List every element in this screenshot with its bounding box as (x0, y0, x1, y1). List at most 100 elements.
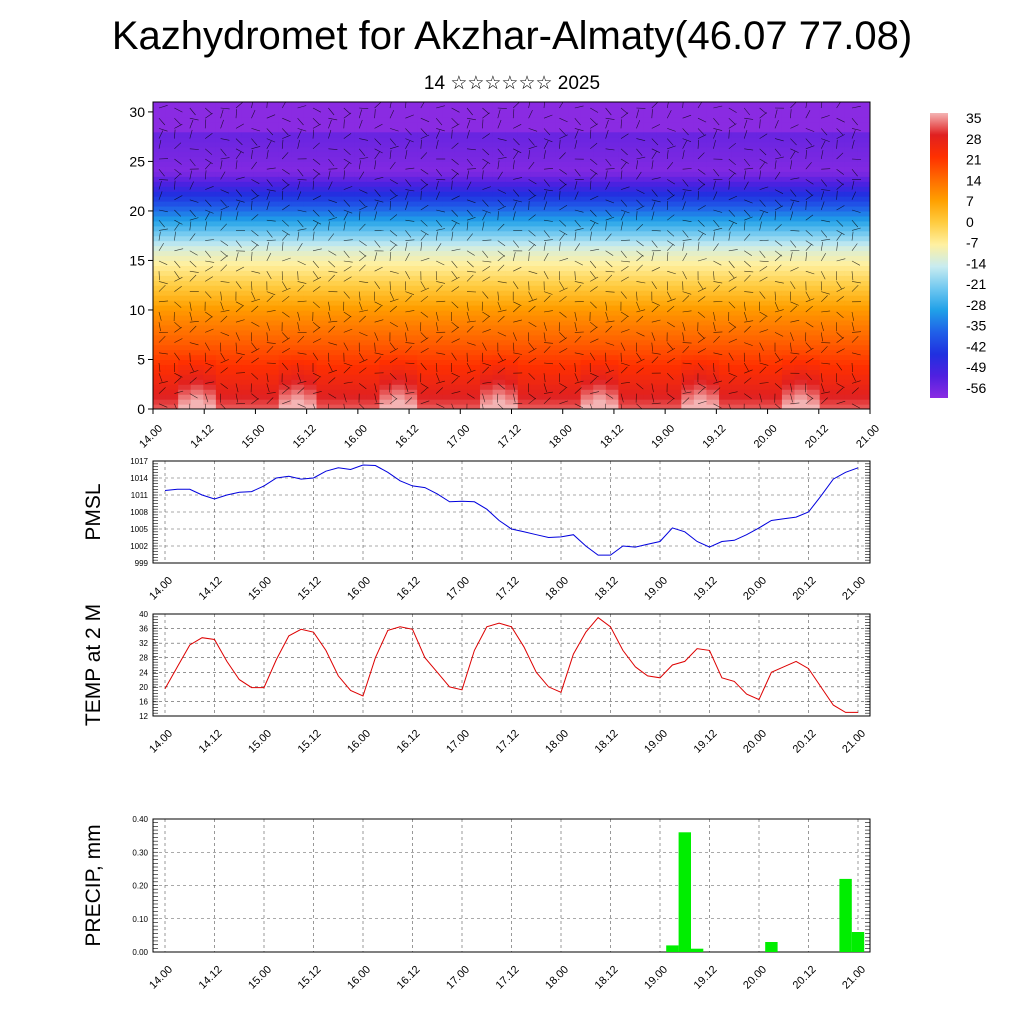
colorbar-label: 0 (966, 214, 974, 230)
precip-panel-ytick-label: 0.30 (132, 848, 148, 857)
temp-panel-ytick-label: 40 (139, 610, 148, 619)
temp-panel-ytick-label: 16 (139, 697, 148, 706)
precip-panel-tick-label: 18.12 (593, 964, 621, 992)
precip-panel-ytick-label: 0.10 (132, 915, 148, 924)
precip-bar (678, 832, 691, 952)
heatmap-x-tick-label: 20.00 (752, 423, 780, 451)
precip-panel-frame (152, 818, 871, 953)
temp-panel-tick-label: 16.00 (345, 728, 373, 756)
pmsl-panel-tick-label: 16.12 (395, 575, 423, 603)
pmsl-panel-ytick-label: 1017 (130, 457, 148, 466)
heatmap-ytick-label: 25 (129, 153, 145, 169)
colorbar: 35 28 21 14 7 0 -7 -14 -21 -28 -35 -42 -49 -56 (930, 110, 986, 398)
pmsl-panel-grid (153, 460, 870, 564)
heatmap-x-tick-label: 14.00 (137, 423, 165, 451)
precip-panel-tick-label: 17.12 (494, 964, 522, 992)
precip-panel-tick-label: 18.00 (543, 964, 571, 992)
precip-panel-tick-label: 20.12 (791, 964, 819, 992)
precip-bar (765, 942, 778, 952)
pmsl-panel-minor-ticks (153, 460, 870, 564)
precip-bar (851, 932, 865, 952)
heatmap-x-tick-label: 17.12 (496, 423, 524, 451)
temp-panel-ytick-label: 24 (139, 668, 148, 677)
pmsl-panel-ytick-label: 1002 (130, 542, 148, 551)
pmsl-panel-axis-label: PMSL (82, 483, 105, 540)
pmsl-panel-ytick-label: 1014 (130, 474, 148, 483)
colorbar-swatch (930, 113, 948, 398)
temp-panel-tick-label: 20.00 (741, 728, 769, 756)
precip-panel-tick-label: 14.00 (147, 964, 175, 992)
precip-bar (839, 878, 852, 952)
pmsl-panel-tick-label: 16.00 (345, 575, 373, 603)
heatmap-ytick-label: 10 (129, 302, 145, 318)
precip-panel-tick-label: 16.00 (345, 964, 373, 992)
temp-panel-tick-label: 18.12 (593, 728, 621, 756)
temp-panel-tick-label: 19.12 (692, 728, 720, 756)
pmsl-panel-tick-label: 20.00 (741, 575, 769, 603)
pmsl-panel-tick-label: 17.00 (444, 575, 472, 603)
precip-panel-ytick-label: 0.20 (132, 882, 148, 891)
colorbar-label: 14 (966, 172, 982, 188)
colorbar-label: -35 (966, 318, 986, 334)
pmsl-panel-tick-label: 14.12 (197, 575, 225, 603)
temp-panel-axis-label: TEMP at 2 M (82, 604, 105, 726)
heatmap-ytick-label: 5 (137, 351, 145, 367)
pmsl-panel-ytick-label: 1005 (130, 525, 148, 534)
heatmap-x-tick-label: 16.00 (342, 423, 370, 451)
pmsl-panel-frame (152, 460, 871, 564)
precip-panel-ytick-label: 0.00 (132, 948, 148, 957)
pmsl-panel-tick-label: 15.12 (296, 575, 324, 603)
pmsl-panel-ytick-label: 999 (135, 559, 149, 568)
wind-vectors (158, 102, 862, 409)
precip-panel-grid (153, 818, 870, 953)
colorbar-label: -14 (966, 255, 986, 271)
pmsl-panel-tick-label: 18.12 (593, 575, 621, 603)
temp-panel-tick-label: 19.00 (642, 728, 670, 756)
temp-panel: 12 16 20 24 28 32 36 40 14.00 14.12 15.00 15.12 16.0… (82, 604, 871, 756)
pmsl-panel-tick-label: 17.12 (494, 575, 522, 603)
pmsl-panel-tick-label: 15.00 (246, 575, 274, 603)
precip-panel-ytick-label: 0.40 (132, 815, 148, 824)
heatmap-x-tick-label: 19.00 (649, 423, 677, 451)
heatmap-x-tick-label: 15.00 (240, 423, 268, 451)
colorbar-label: 28 (966, 131, 982, 147)
precip-panel-tick-label: 19.00 (642, 964, 670, 992)
pmsl-panel-tick-label: 19.00 (642, 575, 670, 603)
temp-series-line (164, 616, 858, 713)
pmsl-panel-ytick-label: 1011 (131, 491, 149, 500)
pmsl-panel: 999 1002 1005 1008 1011 1014 1017 14.00 14.12 15.… (82, 457, 871, 603)
precip-panel-tick-label: 17.00 (444, 964, 472, 992)
precip-panel-tick-label: 19.12 (692, 964, 720, 992)
colorbar-label: 7 (966, 193, 974, 209)
pmsl-panel-ytick-label: 1008 (130, 508, 148, 517)
temp-panel-grid (153, 613, 870, 717)
pmsl-panel-tick-label: 21.00 (840, 575, 868, 603)
temp-panel-tick-label: 18.00 (543, 728, 571, 756)
temp-panel-tick-label: 15.00 (246, 728, 274, 756)
temp-panel-tick-label: 16.12 (395, 728, 423, 756)
heatmap-x-tick-label: 15.12 (291, 423, 319, 451)
colorbar-label: -42 (966, 338, 986, 354)
heatmap-x-tick-label: 21.00 (854, 423, 882, 451)
heatmap-panel: 0 5 10 15 20 25 30 14.00 14.12 15.00 15.12 16.00 16.… (129, 101, 882, 451)
temp-panel-frame (152, 613, 871, 717)
temp-panel-tick-label: 21.00 (840, 728, 868, 756)
precip-panel-tick-label: 14.12 (197, 964, 225, 992)
heatmap-x-tick-label: 20.12 (803, 423, 831, 451)
precip-panel-tick-label: 21.00 (840, 964, 868, 992)
temp-panel-ytick-label: 28 (139, 654, 148, 663)
temp-panel-tick-label: 20.12 (791, 728, 819, 756)
temp-panel-minor-ticks (153, 613, 870, 717)
heatmap-ytick-label: 30 (129, 104, 145, 120)
temp-panel-ytick-label: 32 (139, 639, 148, 648)
heatmap-x-tick-label: 19.12 (701, 423, 729, 451)
colorbar-label: -28 (966, 297, 986, 313)
temp-panel-ytick-label: 36 (139, 625, 148, 634)
chart-title: Kazhydromet for Akzhar-Almaty(46.07 77.0… (111, 14, 913, 58)
temp-panel-ytick-label: 12 (139, 712, 148, 721)
colorbar-label: 21 (966, 152, 982, 168)
colorbar-label: -49 (966, 359, 986, 375)
heatmap-ytick-label: 20 (129, 203, 145, 219)
precip-panel-axis-label: PRECIP, mm (82, 824, 105, 946)
